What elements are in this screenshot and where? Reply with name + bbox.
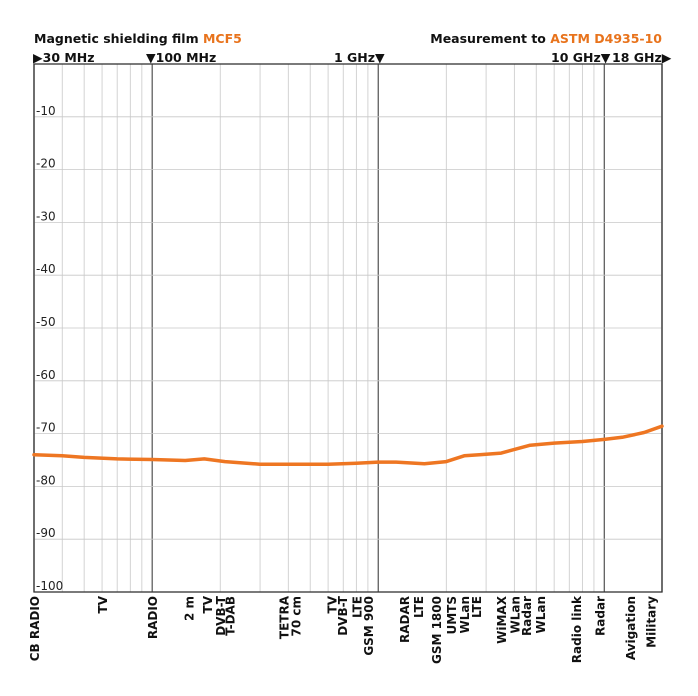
band-label: TETRA xyxy=(277,595,291,639)
series xyxy=(32,424,664,466)
band-label: RADIO xyxy=(146,596,160,639)
y-tick-label: -70 xyxy=(36,421,56,435)
y-tick-label: -80 xyxy=(36,473,56,487)
chart-title: Magnetic shielding film MCF5 xyxy=(34,31,242,46)
band-label: GSM 900 xyxy=(362,596,376,656)
band-label: GSM 1800 xyxy=(430,596,444,664)
plot-frame xyxy=(33,63,663,593)
y-axis: -10 -20 -30 -40 -50 -60 -70 -80 -90 -100 xyxy=(36,104,63,593)
band-label: WiMAX xyxy=(495,595,509,644)
standard-name: ASTM D4935-10 xyxy=(550,31,662,46)
y-tick-label: -100 xyxy=(36,579,63,593)
band-label: Radar xyxy=(593,596,607,636)
title-text: Magnetic shielding film xyxy=(34,31,203,46)
y-tick-label: -10 xyxy=(36,104,56,118)
y-tick-label: -20 xyxy=(36,157,56,171)
band-label: TV xyxy=(96,595,110,613)
band-label: WLan xyxy=(534,596,548,634)
y-tick-label: -40 xyxy=(36,262,56,276)
y-tick-label: -90 xyxy=(36,526,56,540)
series-line xyxy=(32,424,664,466)
band-label: UMTS xyxy=(445,596,459,635)
band-label: T-DAB xyxy=(224,596,238,636)
y-tick-label: -60 xyxy=(36,368,56,382)
band-label: LTE xyxy=(470,596,484,618)
freq-marker-1ghz: 1 GHz▼ xyxy=(334,50,385,65)
freq-marker-18ghz: 18 GHz▶ xyxy=(612,50,672,65)
band-label: TV xyxy=(201,595,215,613)
band-label: TV xyxy=(325,595,339,613)
grid xyxy=(33,63,663,593)
band-label: Radio link xyxy=(570,595,584,663)
y-tick-label: -50 xyxy=(36,315,56,329)
freq-marker-10ghz: 10 GHz▼ xyxy=(551,50,611,65)
band-label: WLan xyxy=(508,596,522,634)
band-label: Military xyxy=(644,596,658,648)
measurement-standard: Measurement to ASTM D4935-10 xyxy=(430,31,662,46)
band-label: 70 cm xyxy=(289,596,303,637)
product-name: MCF5 xyxy=(202,31,242,46)
band-label: Radar xyxy=(520,596,534,636)
band-label: WLan xyxy=(458,596,472,634)
band-label: CB RADIO xyxy=(28,596,42,661)
band-label: RADAR xyxy=(398,596,412,643)
standard-text: Measurement to xyxy=(430,31,551,46)
freq-marker-100mhz: ▼100 MHz xyxy=(146,50,217,65)
band-label: Avigation xyxy=(624,596,638,660)
band-label: DVB-T xyxy=(214,595,228,636)
band-label: DVB-T xyxy=(336,595,350,636)
freq-marker-30mhz: ▶30 MHz xyxy=(33,50,95,65)
y-tick-label: -30 xyxy=(36,209,56,223)
band-label: 2 m xyxy=(183,596,197,621)
band-label: LTE xyxy=(350,596,364,618)
band-label: LTE xyxy=(412,596,426,618)
